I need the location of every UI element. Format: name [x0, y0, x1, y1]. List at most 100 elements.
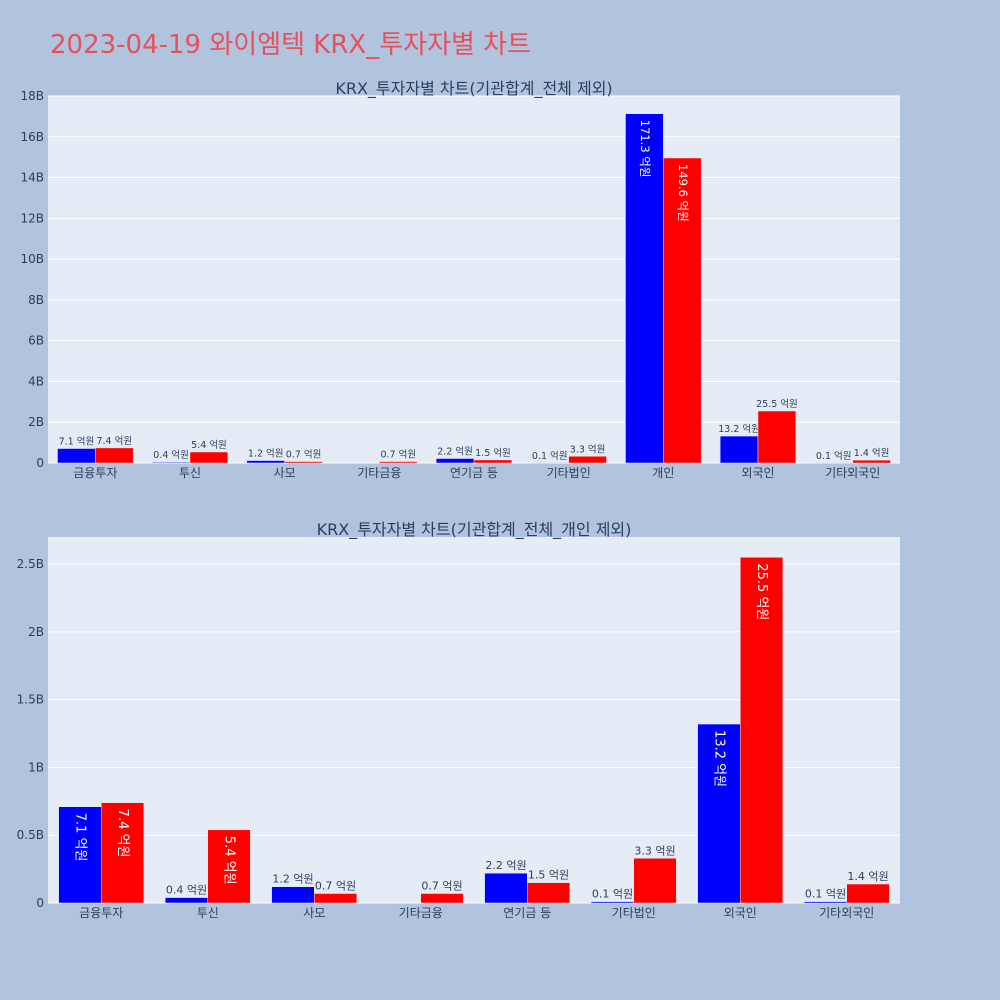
x-tick-label: 투신	[179, 466, 201, 480]
data-label: 7.4 억원	[96, 435, 132, 447]
data-label: 1.2 억원	[248, 448, 284, 460]
chart-title: KRX_투자자별 차트(기관합계_전체 제외)	[335, 79, 612, 99]
plot-area	[48, 96, 900, 463]
bar	[568, 456, 607, 464]
data-label: 0.1 억원	[805, 888, 846, 901]
bar	[757, 410, 797, 464]
y-tick-label: 10B	[20, 252, 44, 266]
x-tick-label: 연기금 등	[503, 906, 551, 920]
bar	[740, 557, 784, 904]
data-label: 0.4 억원	[166, 884, 207, 897]
data-label: 0.1 억원	[592, 888, 633, 901]
chart-2: 0 0.5B 1B 1.5B 2B 2.5B KRX_투자자별 차트(기관합계_전체_개인 …	[17, 520, 900, 920]
bar	[379, 461, 418, 464]
data-label: 13.2 억원	[718, 423, 760, 435]
x-tick-label: 기타외국인	[825, 466, 880, 480]
data-label: 149.6 억원	[676, 164, 690, 222]
bar	[719, 435, 759, 464]
x-tick-label: 금융투자	[79, 906, 123, 920]
bar	[590, 901, 635, 904]
data-label: 0.4 억원	[153, 449, 189, 461]
bar	[484, 872, 528, 904]
bar	[57, 448, 96, 464]
data-label: 0.1 억원	[816, 450, 852, 462]
bar	[95, 447, 134, 464]
x-tick-label: 개인	[652, 466, 674, 480]
bar	[852, 459, 891, 464]
data-label: 5.4 억원	[222, 836, 237, 885]
bar	[189, 451, 229, 464]
y-tick-label: 0	[36, 456, 44, 470]
y-tick-label: 1.5B	[17, 693, 44, 707]
data-label: 1.5 억원	[528, 869, 569, 882]
bar	[164, 897, 208, 904]
x-tick-label: 사모	[303, 906, 325, 920]
x-tick-label: 기타금융	[399, 906, 443, 920]
x-tick-label: 연기금 등	[450, 466, 498, 480]
data-label: 7.1 억원	[59, 436, 95, 448]
y-tick-label: 0.5B	[17, 828, 44, 842]
data-label: 7.4 억원	[115, 809, 130, 858]
x-tick-label: 기타외국인	[819, 906, 874, 920]
data-label: 1.4 억원	[847, 870, 888, 883]
bar	[846, 883, 890, 904]
page-title: 2023-04-19 와이엠텍 KRX_투자자별 차트	[50, 30, 532, 60]
x-tick-label: 기타법인	[612, 906, 656, 920]
bar	[246, 460, 285, 464]
x-tick-label: 기타법인	[547, 466, 591, 480]
bar	[58, 806, 102, 904]
bar	[420, 893, 464, 904]
x-tick-label: 투신	[197, 906, 219, 920]
x-tick-label: 외국인	[741, 466, 774, 480]
y-tick-label: 4B	[28, 374, 44, 388]
y-tick-label: 6B	[28, 334, 44, 348]
data-label: 0.1 억원	[532, 450, 568, 462]
y-tick-label: 2.5B	[17, 557, 44, 571]
bar	[473, 459, 513, 464]
chart-title: KRX_투자자별 차트(기관합계_전체_개인 제외)	[317, 520, 632, 540]
data-label: 0.7 억원	[315, 880, 356, 893]
bar	[527, 882, 571, 904]
bar	[314, 893, 358, 904]
bar	[663, 157, 702, 464]
bar	[271, 886, 315, 904]
y-tick-label: 1B	[28, 760, 44, 774]
data-label: 0.7 억원	[380, 449, 416, 461]
y-tick-label: 12B	[20, 211, 44, 225]
data-label: 0.7 억원	[286, 449, 322, 461]
data-label: 5.4 억원	[191, 439, 227, 451]
x-tick-label: 외국인	[724, 906, 757, 920]
y-tick-label: 0	[36, 896, 44, 910]
bar	[625, 113, 664, 464]
bar	[207, 829, 251, 904]
y-tick-label: 18B	[20, 89, 44, 103]
data-label: 13.2 억원	[711, 730, 726, 787]
bar	[435, 458, 475, 464]
chart-1: 0 2B 4B 6B 8B 10B 12B 14B 16B 18B KRX_투자자별 차트(기관합계…	[20, 79, 900, 480]
x-tick-label: 사모	[274, 466, 296, 480]
data-label: 7.1 억원	[72, 813, 87, 862]
data-label: 3.3 억원	[570, 443, 606, 455]
y-tick-label: 8B	[28, 293, 44, 307]
y-tick-label: 14B	[20, 171, 44, 185]
bar	[803, 901, 848, 904]
bar	[284, 461, 323, 464]
y-tick-label: 16B	[20, 130, 44, 144]
bar	[697, 723, 741, 904]
x-tick-label: 기타금융	[357, 466, 401, 480]
data-label: 0.7 억원	[421, 880, 462, 893]
y-tick-label: 2B	[28, 625, 44, 639]
bar	[101, 802, 145, 904]
y-tick-label: 2B	[28, 415, 44, 429]
data-label: 25.5 억원	[756, 398, 798, 410]
data-label: 25.5 억원	[754, 563, 769, 620]
data-label: 2.2 억원	[437, 446, 473, 458]
data-label: 1.5 억원	[475, 447, 511, 459]
data-label: 171.3 억원	[638, 120, 652, 178]
data-label: 2.2 억원	[485, 859, 526, 872]
bar	[633, 858, 677, 904]
data-label: 3.3 억원	[634, 844, 675, 857]
data-label: 1.4 억원	[854, 447, 890, 459]
